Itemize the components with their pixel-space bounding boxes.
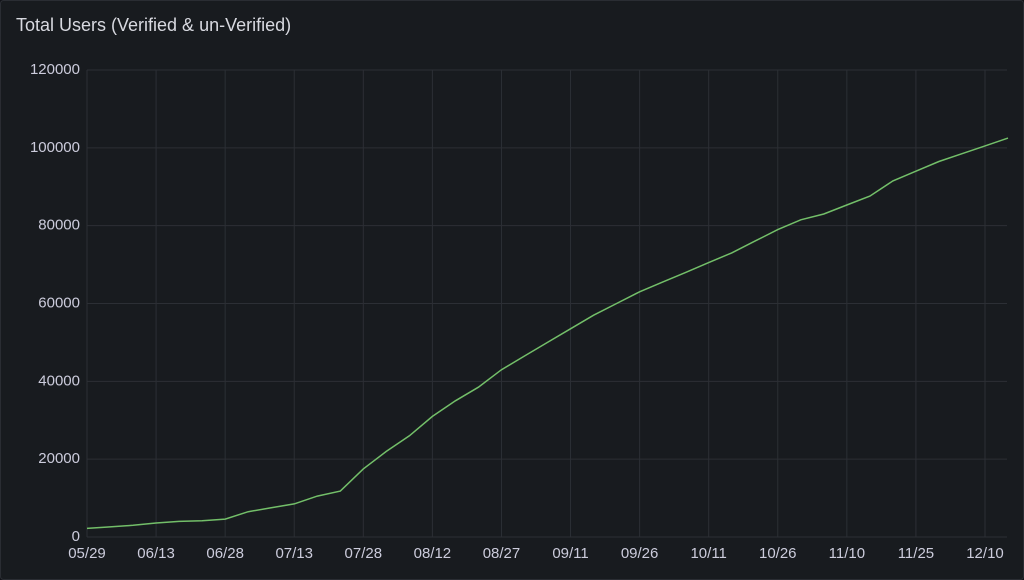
x-tick-label: 08/12 [414, 545, 452, 562]
x-tick-label: 06/28 [206, 545, 244, 562]
y-tick-label: 60000 [38, 294, 80, 311]
x-tick-label: 09/26 [621, 545, 659, 562]
x-tick-label: 10/11 [690, 545, 726, 562]
x-tick-label: 06/13 [137, 545, 175, 562]
y-tick-label: 100000 [30, 139, 80, 156]
x-tick-label: 09/11 [552, 545, 588, 562]
x-tick-label: 12/10 [966, 545, 1004, 562]
y-tick-label: 40000 [38, 372, 80, 389]
series-line [86, 137, 1009, 530]
x-tick-label: 05/29 [68, 545, 106, 562]
x-tick-label: 10/26 [759, 545, 797, 562]
x-tick-label: 11/10 [829, 545, 865, 562]
y-tick-label: 80000 [38, 217, 80, 234]
panel-title: Total Users (Verified & un-Verified) [16, 15, 291, 35]
x-tick-label: 07/28 [345, 545, 383, 562]
x-tick-label: 11/25 [898, 545, 934, 562]
y-tick-label: 120000 [30, 61, 80, 78]
x-tick-label: 07/13 [275, 545, 313, 562]
x-tick-label: 08/27 [483, 545, 521, 562]
y-tick-label: 20000 [38, 450, 80, 467]
y-tick-label: 0 [72, 528, 80, 545]
